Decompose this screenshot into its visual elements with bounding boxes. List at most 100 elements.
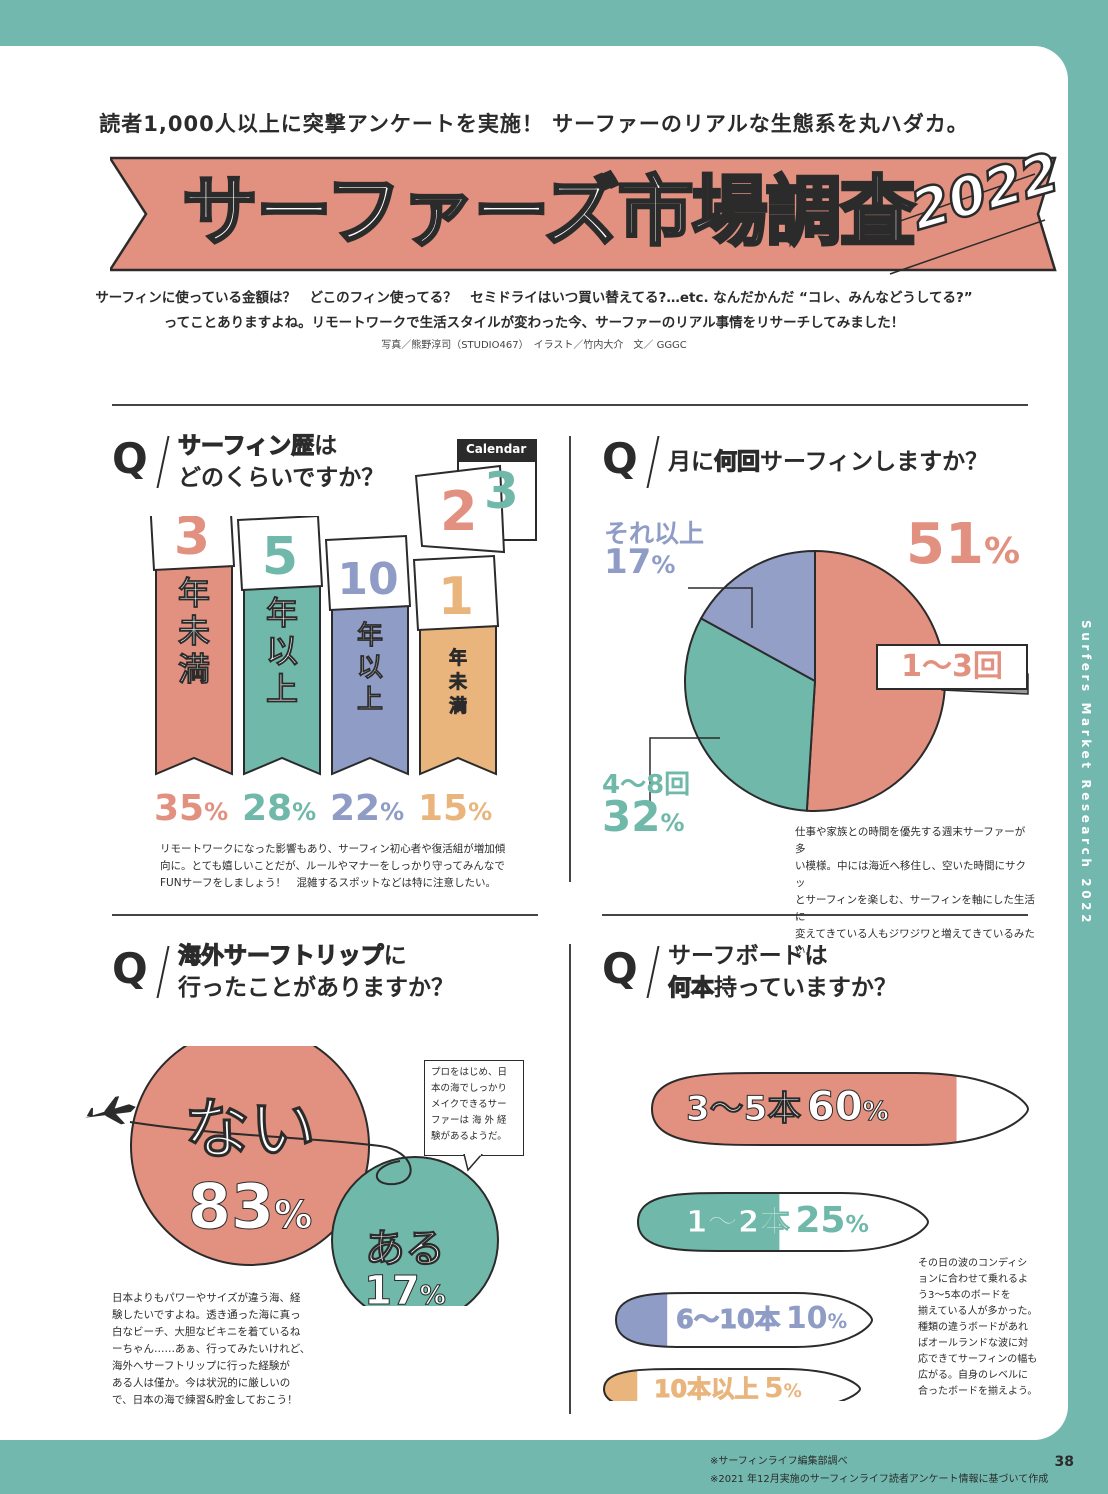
q4-title-highlight: 何本 [667,974,714,1001]
calendar-shape [414,439,537,554]
ribbon-label-3: 満 [449,695,467,717]
surfboard-label-0: 3〜5本 60% [685,1084,889,1131]
ribbon-card-3 [412,554,500,632]
divider-mid-left [112,914,538,916]
q4-body-line: 応できてサーフィンの幅も [918,1354,1038,1365]
trip-bubbles-svg [84,1046,499,1306]
q1-mark: Q [112,434,148,483]
boards-chart: 3〜5本 60% 1〜2本 25% 6〜10本 10% 10本以上 5% [600,1031,1040,1410]
lead-text: 読者1,000人以上に突撃アンケートを実施！ サーファーのリアルな生態系を丸ハダ… [99,112,969,136]
q4-bar [646,946,660,998]
q4-body-line: ョンに合わせて乗れるよ [918,1274,1028,1285]
q1-body: リモートワークになった影響もあり、サーフィン初心者や復活組が増加傾 向に。とても… [160,841,540,892]
divider-top [112,404,1028,406]
divider-vertical-upper [569,436,571,882]
title-main: サーファーズ市場調査 [181,166,918,258]
q4-mark: Q [602,944,638,993]
surfboard-fill-3 [604,1369,638,1409]
magazine-page: 読者1,000人以上に突撃アンケートを実施！ サーファーのリアルな生態系を丸ハダ… [0,46,1068,1440]
ribbon-3: 1 年未満 [412,554,500,776]
q3-bar [156,946,170,998]
pie-label-4-8: 4〜8回 [602,770,691,800]
ribbon-0: 3 年未満 [148,494,236,776]
pie-label-17-pct: 17% [604,542,676,582]
q3-title-rest1: に [383,943,407,969]
ribbon-label-3: 年 [449,647,467,669]
footnote-2: ※2021 年12月実施のサーフィンライフ読者アンケート情報に基づいて作成 [710,1474,1049,1485]
ribbon-label-2: 以 [357,653,383,683]
ribbon-number-2: 10 [337,554,398,605]
pie-svg [649,549,1029,812]
pie-label-51-pct: 51% [906,512,1021,577]
q2-bar [646,436,660,488]
q3-title: 海外サーフトリップに 行ったことがありますか？ [177,940,454,1004]
surfboard-label-2: 6〜10本 10% [675,1301,848,1336]
q3-body-line: 日本よりもパワーやサイズが違う海、経 [112,1292,301,1304]
q1-body-line: リモートワークになった影響もあり、サーフィン初心者や復活組が増加傾 [160,843,506,855]
q3-body-line: で、日本の海で練習&貯金しておこう！ [112,1394,298,1406]
pie-label-1-3: 1〜3回 [876,644,1028,690]
side-running-title: Surfers Market Research 2022 [1079,620,1093,927]
pie-label-32-pct: 32% [602,792,685,841]
title-ribbon [107,156,1057,275]
intro-line-1: サーフィンに使っている金額は？ どこのフィン使ってる？ セミドライはいつ買い替え… [95,290,973,306]
trip-comment-bubble: プロをはじめ、日 本の海でしっかり メイクできるサー ファーは 海 外 経 験が… [424,1060,524,1156]
q2-body-line: 仕事や家族との時間を優先する週末サーファーが多 [795,826,1026,855]
ribbon-number-1: 5 [262,527,298,587]
trip-no-pct: 83% [187,1170,313,1244]
bubble-line: プロをはじめ、日 [431,1067,508,1078]
q2-body-line: とサーフィンを楽しむ、サーフィンを軸にした生活に [795,894,1035,923]
q1-title-rest2: どのくらいですか？ [178,465,385,491]
q1-bar [156,436,170,488]
page-number: 38 [1054,1454,1074,1470]
q4-title: サーフボードは 何本持っていますか？ [667,940,897,1004]
ribbon-label-0: 未 [178,612,210,650]
ribbon-label-1: 以 [266,632,298,670]
calendar-front-number: 2 [440,480,478,543]
calendar-back-number: 3 [484,462,519,520]
intro-line-2: ってことありますよね。リモートワークで生活スタイルが変わった今、サーファーのリア… [163,315,905,331]
boards-svg [602,1072,1030,1410]
q2-body-line: 変えてきている人もジワジワと増えてきているみたい。 [795,928,1035,957]
q2-mark: Q [602,434,638,483]
surfboard-fill-0 [652,1073,957,1145]
q4-body-line: う3～5本のボードを [918,1290,1011,1301]
q4-body-line: 広がる。自身のレベルに [918,1370,1028,1381]
ribbon-number-0: 3 [174,516,210,567]
surfboard-label-3: 10本以上 5% [654,1371,802,1405]
ribbon-label-3: 未 [449,672,468,693]
pie-slice-2 [699,549,816,683]
bubble-tail [463,1154,483,1172]
q4-title-line1: サーフボードは [668,943,828,969]
ribbon-label-2: 上 [357,685,383,715]
q1-title: サーフィン歴は どのくらいですか？ [177,430,385,494]
experience-pct-3: 15% [418,788,493,829]
q1-title-rest1: は [314,433,338,459]
q3-body-line: 験したいですよね。透き通った海に真っ [112,1309,301,1321]
q4-title-post: 持っていますか？ [714,975,897,1001]
ribbon-2: 10 年以上 [324,534,412,776]
airplane-icon [84,1096,136,1125]
ribbon-label-1: 年 [266,594,298,632]
ribbon-card-2 [324,534,412,612]
q2-title-post: サーフィンしますか？ [760,449,989,475]
divider-mid-right [602,914,1028,916]
trip-no-label: ない [184,1091,317,1169]
surfboard-0 [650,1072,1030,1146]
q4-body-line: 合ったボードを揃えよう。 [918,1386,1038,1397]
calendar-label: Calendar [466,442,527,456]
q3-body-line: ーちゃん……あぁ、行ってみたいけれど、 [112,1343,311,1355]
q3-title-highlight: 海外サーフトリップ [177,942,384,969]
q3-title-rest2: 行ったことがありますか？ [178,975,454,1001]
bubble-line: 験があるようだ。 [431,1131,507,1142]
q4-body: その日の波のコンディシ ョンに合わせて乗れるよ う3～5本のボードを 揃えている… [918,1256,1043,1400]
ribbon-label-2: 年 [357,620,383,651]
q3-body: 日本よりもパワーやサイズが違う海、経 験したいですよね。透き通った海に真っ 白な… [112,1290,312,1409]
frequency-pie-chart: 51% 1〜3回 4〜8回 32% それ以上 17% [570,512,1060,856]
bubble-line: ファーは 海 外 経 [431,1115,507,1126]
surfboard-1 [636,1192,930,1252]
q4-body-line: 種類の違うボードがあれ [918,1322,1028,1333]
q1-body-line: 向に。とても嬉しいことだが、ルールやマナーをしっかり守ってみんなで [160,860,505,872]
q2-title: 月に何回サーフィンしますか？ [668,446,988,478]
